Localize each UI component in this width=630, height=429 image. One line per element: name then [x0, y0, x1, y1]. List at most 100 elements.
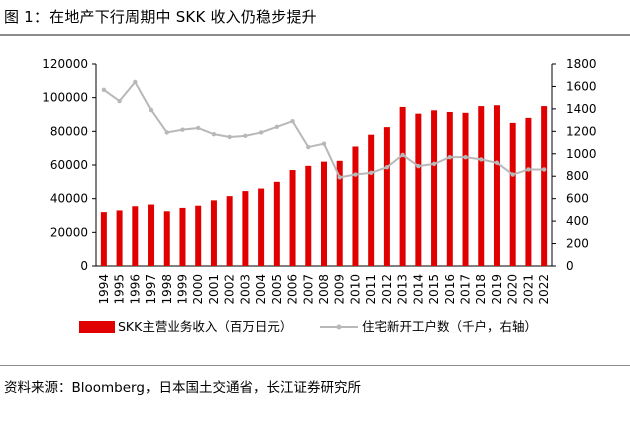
x-tick-label: 1994 — [97, 274, 111, 305]
right-tick-label: 0 — [566, 259, 574, 273]
right-tick-label: 1000 — [566, 147, 597, 161]
revenue-bar — [399, 106, 406, 266]
revenue-bar — [195, 205, 202, 266]
x-tick-label: 1996 — [128, 274, 142, 305]
title-divider — [0, 34, 630, 36]
housing-starts-point — [258, 130, 264, 135]
housing-starts-point — [196, 125, 201, 131]
x-tick-label: 2017 — [459, 274, 473, 305]
revenue-bar — [431, 110, 438, 267]
revenue-bar — [163, 211, 170, 266]
housing-starts-point — [337, 175, 342, 180]
housing-starts-point — [211, 131, 217, 137]
housing-starts-point — [353, 172, 358, 177]
revenue-bar — [509, 122, 516, 267]
housing-starts-line — [101, 79, 547, 180]
left-tick-label: 0 — [80, 259, 88, 273]
revenue-bar — [305, 165, 312, 266]
legend-swatch-line-marker — [336, 324, 342, 330]
revenue-bar — [478, 106, 485, 266]
revenue-bar — [258, 188, 265, 266]
revenue-bar — [446, 111, 453, 266]
x-tick-label: 2020 — [506, 274, 520, 305]
housing-starts-point — [243, 133, 248, 139]
left-tick-label: 20000 — [50, 225, 88, 239]
revenue-bar — [226, 196, 233, 266]
left-tick-label: 100000 — [42, 91, 88, 105]
x-tick-label: 2008 — [317, 274, 331, 305]
housing-starts-point — [400, 152, 405, 158]
right-tick-label: 800 — [566, 169, 589, 183]
revenue-bar — [289, 170, 296, 266]
housing-starts-point — [541, 167, 547, 172]
revenue-bar — [336, 160, 343, 266]
x-tick-label: 1998 — [160, 274, 174, 305]
x-tick-label: 1999 — [175, 274, 189, 305]
housing-starts-point — [368, 170, 374, 176]
housing-starts-point — [447, 154, 452, 160]
housing-starts-point — [526, 167, 531, 172]
housing-starts-point — [494, 160, 500, 165]
housing-starts-point — [463, 154, 468, 160]
right-tick-label: 1600 — [566, 79, 597, 93]
x-tick-label: 2013 — [396, 274, 410, 305]
revenue-bar — [116, 210, 123, 266]
revenue-bar — [368, 134, 375, 266]
tick-labels: 0 20000 40000 60000 80000 100000 120000 0 200 400… — [42, 57, 596, 305]
revenue-bar — [541, 106, 548, 266]
housing-starts-point — [133, 79, 138, 85]
housing-starts-point — [274, 124, 280, 130]
source-divider — [0, 365, 630, 366]
housing-starts-point — [117, 98, 122, 104]
legend-swatch-bars — [79, 321, 115, 333]
x-tick-label: 2018 — [474, 274, 488, 305]
right-tick-label: 1200 — [566, 124, 597, 138]
revenue-bar — [383, 127, 390, 266]
legend-label-bars: SKK主营业务收入（百万日元） — [118, 319, 292, 334]
chart: 0 20000 40000 60000 80000 100000 120000 0 200 400… — [42, 57, 596, 334]
housing-starts-point — [101, 87, 107, 93]
left-tick-label: 120000 — [42, 57, 88, 71]
x-tick-label: 2014 — [411, 274, 425, 305]
revenue-bar — [352, 146, 359, 266]
x-tick-label: 2000 — [191, 274, 205, 305]
x-tick-label: 1995 — [113, 274, 127, 305]
right-tick-label: 200 — [566, 237, 589, 251]
left-tick-label: 80000 — [50, 124, 88, 138]
x-tick-label: 2011 — [364, 274, 378, 305]
x-tick-label: 2005 — [270, 274, 284, 305]
right-tick-label: 400 — [566, 214, 589, 228]
x-tick-label: 2001 — [207, 274, 221, 305]
revenue-bar — [242, 191, 249, 266]
source-note: 资料来源：Bloomberg，日本国土交通省，长江证券研究所 — [4, 380, 361, 396]
x-tick-label: 1997 — [144, 274, 158, 305]
x-tick-label: 2006 — [286, 274, 300, 305]
figure-number: 图 1： — [4, 8, 50, 26]
housing-starts-point — [416, 163, 421, 169]
left-tick-label: 40000 — [50, 192, 88, 206]
x-tick-label: 2019 — [490, 274, 504, 305]
x-tick-label: 2015 — [427, 274, 441, 305]
x-tick-label: 2021 — [521, 274, 535, 305]
revenue-bar — [415, 113, 422, 267]
revenue-bar — [132, 206, 139, 266]
revenue-bar — [273, 181, 280, 266]
revenue-bar — [179, 207, 186, 266]
right-tick-label: 1800 — [566, 57, 597, 71]
x-tick-label: 2010 — [348, 274, 362, 305]
figure-title-text: 在地产下行周期中 SKK 收入仍稳步提升 — [49, 8, 317, 26]
left-tick-label: 60000 — [50, 158, 88, 172]
housing-starts-point — [431, 161, 437, 167]
right-tick-label: 1400 — [566, 102, 597, 116]
legend-label-line: 住宅新开工户数（千户，右轴） — [362, 319, 537, 334]
revenue-bar — [100, 212, 107, 266]
x-tick-label: 2012 — [380, 274, 394, 305]
revenue-bar — [525, 117, 532, 266]
revenue-bars — [100, 105, 548, 267]
housing-starts-point — [180, 127, 185, 132]
revenue-bar — [148, 204, 155, 266]
x-tick-label: 2007 — [301, 274, 315, 305]
x-tick-label: 2003 — [238, 274, 252, 305]
right-tick-label: 600 — [566, 192, 589, 206]
x-tick-label: 2016 — [443, 274, 457, 305]
